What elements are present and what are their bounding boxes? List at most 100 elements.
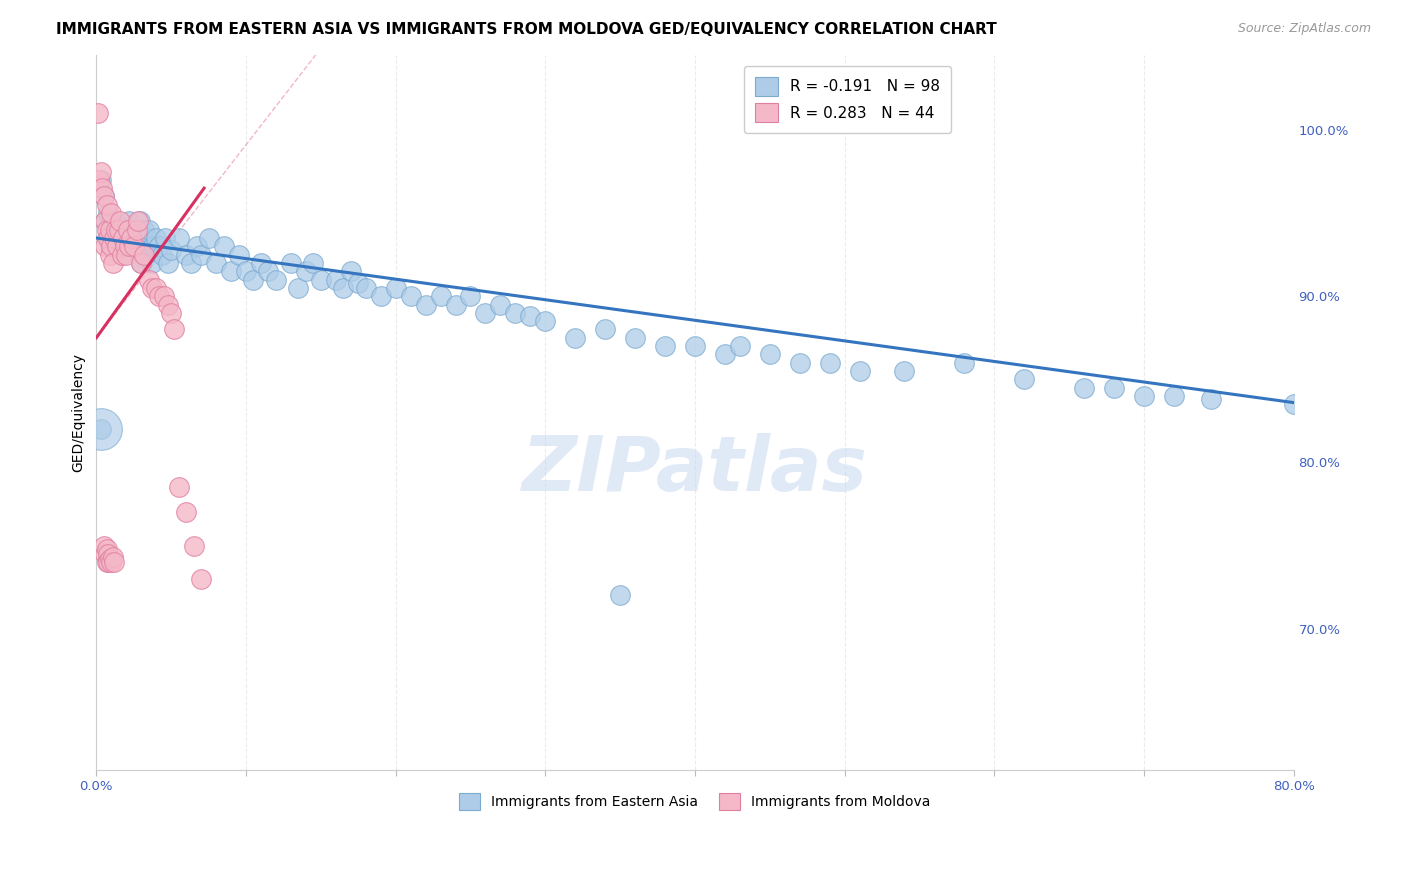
Point (98, 552, 121, 566)
Point (183, 539, 205, 553)
Point (101, 256, 124, 270)
Point (136, 231, 159, 245)
Y-axis label: GED/Equivalency: GED/Equivalency (72, 353, 86, 472)
Point (152, 289, 174, 303)
Text: Source: ZipAtlas.com: Source: ZipAtlas.com (1237, 22, 1371, 36)
Point (114, 239, 136, 253)
Point (97, 547, 120, 561)
Legend: Immigrants from Eastern Asia, Immigrants from Moldova: Immigrants from Eastern Asia, Immigrants… (453, 786, 938, 817)
Point (100, 239, 122, 253)
Point (96, 198, 118, 212)
Point (103, 555, 125, 569)
Point (302, 256, 325, 270)
Point (728, 339, 751, 353)
Point (115, 247, 138, 261)
Point (264, 272, 287, 286)
Point (100, 214, 122, 228)
Point (94, 547, 117, 561)
Point (148, 239, 170, 253)
Point (953, 356, 976, 370)
Point (609, 589, 631, 603)
Point (120, 239, 142, 253)
Point (125, 223, 148, 237)
Point (135, 247, 157, 261)
Point (141, 281, 163, 295)
Point (98, 239, 121, 253)
Point (228, 247, 250, 261)
Point (1133, 389, 1156, 403)
Point (111, 231, 134, 245)
Point (654, 339, 676, 353)
Point (186, 239, 208, 253)
Point (287, 281, 309, 295)
Point (370, 289, 392, 303)
Point (110, 214, 132, 228)
Point (180, 256, 202, 270)
Point (142, 239, 165, 253)
Point (97, 555, 120, 569)
Point (818, 356, 841, 370)
Point (157, 297, 180, 311)
Point (295, 264, 318, 278)
Point (893, 364, 915, 378)
Point (111, 247, 134, 261)
Point (96, 541, 118, 556)
Point (1201, 392, 1223, 407)
Point (489, 297, 512, 311)
Point (138, 223, 160, 237)
Point (624, 331, 647, 345)
Point (105, 239, 128, 253)
Point (103, 223, 125, 237)
Point (429, 289, 451, 303)
Point (1282, 397, 1305, 411)
Point (1073, 381, 1095, 395)
Point (96, 555, 118, 569)
Point (100, 206, 122, 220)
Point (474, 306, 496, 320)
Point (110, 243, 132, 257)
Point (212, 239, 235, 253)
Text: ZIPatlas: ZIPatlas (522, 433, 868, 507)
Point (134, 247, 156, 261)
Point (100, 555, 122, 569)
Point (114, 223, 136, 237)
Point (519, 309, 541, 323)
Point (104, 239, 127, 253)
Point (235, 264, 257, 278)
Point (138, 272, 160, 286)
Point (129, 256, 152, 270)
Point (280, 256, 302, 270)
Point (120, 231, 142, 245)
Point (190, 247, 212, 261)
Point (242, 272, 264, 286)
Point (89, 173, 111, 187)
Point (118, 239, 141, 253)
Point (96, 231, 118, 245)
Point (759, 347, 782, 361)
Point (98, 247, 121, 261)
Point (1012, 372, 1035, 386)
Point (714, 347, 737, 361)
Point (118, 214, 141, 228)
Point (90, 173, 112, 187)
Point (150, 247, 173, 261)
Point (593, 322, 616, 336)
Point (90, 164, 112, 178)
Point (91, 181, 114, 195)
Point (160, 243, 183, 257)
Point (101, 550, 124, 565)
Point (384, 281, 406, 295)
Point (117, 223, 139, 237)
Point (174, 247, 197, 261)
Point (219, 264, 242, 278)
Point (87, 106, 110, 120)
Point (309, 272, 332, 286)
Point (167, 231, 190, 245)
Point (93, 539, 115, 553)
Point (98, 223, 121, 237)
Point (564, 331, 586, 345)
Point (1163, 389, 1185, 403)
Point (167, 480, 190, 494)
Point (124, 223, 146, 237)
Point (127, 231, 149, 245)
